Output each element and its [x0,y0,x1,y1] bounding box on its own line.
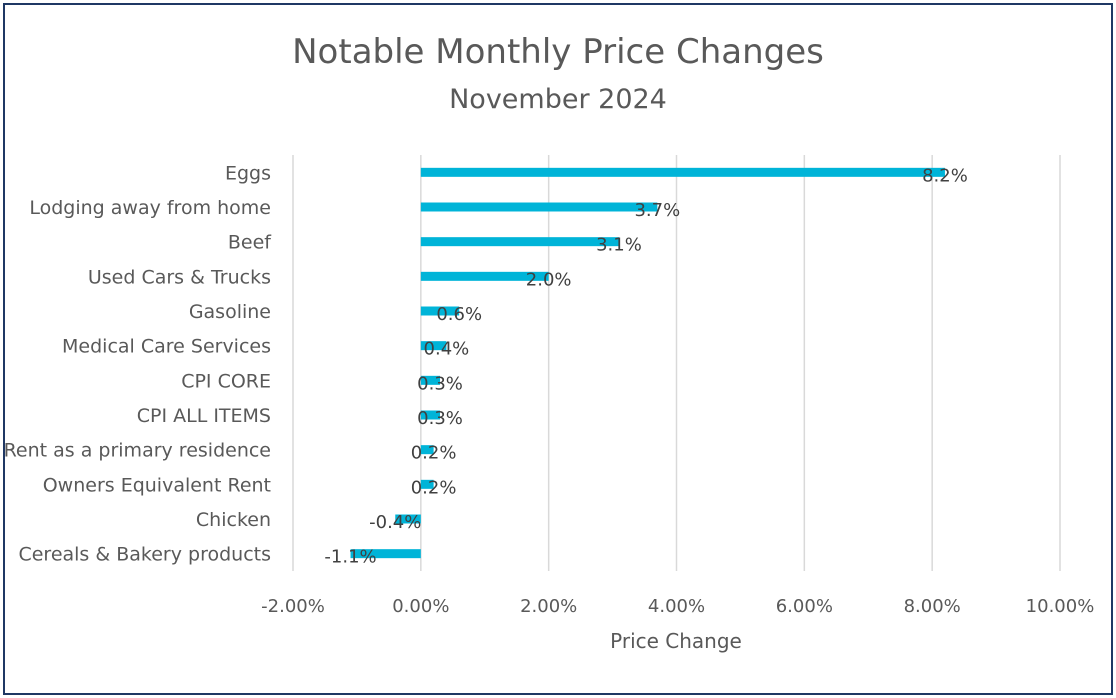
data-label: 3.7% [634,200,680,221]
category-label: Cereals & Bakery products [18,544,271,566]
x-tick-label: 0.00% [392,596,449,617]
category-label: Owners Equivalent Rent [43,474,271,496]
data-labels: 8.2% 3.7% 3.1% 2.0% 0.6% 0.4% 0.3% 0.3% 0.2% 0.2%… [324,165,967,567]
x-tick-label: 6.00% [776,596,833,617]
chart-subtitle: November 2024 [449,84,667,115]
data-label: 3.1% [596,235,642,256]
category-label: Lodging away from home [29,197,271,219]
data-label: 0.4% [424,339,470,360]
bar [420,375,441,385]
bar [420,202,658,212]
x-tick-label: 10.00% [1026,596,1095,617]
x-tick-label: 8.00% [904,596,961,617]
bar [420,341,447,351]
bar [350,549,421,559]
category-label: Chicken [196,509,271,531]
data-label: -1.1% [324,547,376,568]
x-tick-labels: -2.00% 0.00% 2.00% 4.00% 6.00% 8.00% 10.00% [261,596,1094,617]
data-label: 0.2% [411,477,457,498]
data-label: 0.3% [417,408,463,429]
category-label: Gasoline [189,301,271,323]
chart-title: Notable Monthly Price Changes [292,32,824,72]
category-label: CPI ALL ITEMS [137,405,271,427]
data-label: 0.3% [417,373,463,394]
bar [420,306,460,316]
bar-chart: Notable Monthly Price Changes November 2… [5,32,1094,653]
bar [420,271,549,281]
category-label: CPI CORE [181,370,271,392]
x-axis-label: Price Change [610,629,742,653]
bar [395,514,421,524]
x-tick-label: -2.00% [261,596,325,617]
category-labels: Eggs Lodging away from home Beef Used Cars … [5,162,272,565]
data-label: 0.2% [411,443,457,464]
category-label: Eggs [225,162,271,184]
category-label: Medical Care Services [62,336,271,358]
data-label: 8.2% [922,165,968,186]
category-label: Used Cars & Trucks [88,266,271,288]
bar [420,237,619,247]
x-tick-label: 2.00% [520,596,577,617]
bar [420,479,434,489]
category-label: Beef [228,232,272,254]
x-tick-label: 4.00% [648,596,705,617]
data-label: 2.0% [526,269,572,290]
chart-frame: Notable Monthly Price Changes November 2… [3,3,1113,695]
bar [420,445,434,455]
bar [420,410,441,420]
bar [420,167,945,177]
data-label: -0.4% [369,512,421,533]
category-label: Rent as a primary residence [5,440,271,462]
data-label: 0.6% [436,304,482,325]
bars [350,167,945,559]
gridlines [292,155,1061,571]
